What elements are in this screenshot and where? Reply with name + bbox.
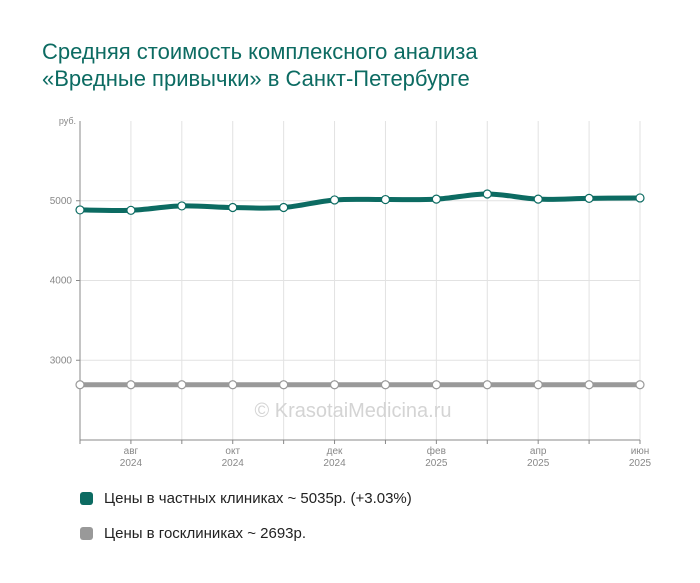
chart-title-line-1: Средняя стоимость комплексного анализа [42,39,478,64]
data-point-public [482,380,492,390]
x-tick-label-month: дек [327,446,343,457]
data-point-public [533,380,543,390]
y-axis-unit-label: руб. [59,116,76,126]
data-point-public [228,380,238,390]
legend-item-public[interactable]: Цены в госклиниках ~ 2693р. [80,525,660,542]
data-point-private [380,194,391,205]
x-tick-label-year: 2024 [222,458,245,469]
data-point-private [635,193,645,203]
data-point-public [177,380,187,390]
x-tick-label-month: фев [427,445,446,457]
data-point-private [329,195,340,205]
watermark: © KrasotaiMedicina.ru [254,400,451,422]
x-tick-label-year: 2025 [527,458,550,469]
chart-title-line-2: «Вредные привычки» в Санкт-Петербурге [42,66,470,91]
price-line-chart: 300040005000руб.авг2024окт2024дек2024фев… [50,116,652,469]
data-point-private [584,193,594,203]
data-point-private [533,194,543,204]
x-tick-label-month: окт [225,446,240,457]
legend-item-private[interactable]: Цены в частных клиниках ~ 5035р. (+3.03%… [80,490,660,507]
data-point-private [126,205,136,215]
legend-label-private: Цены в частных клиниках ~ 5035р. (+3.03%… [104,490,412,507]
data-point-private [482,189,492,199]
y-tick-label: 3000 [50,355,73,366]
legend-swatch-private [80,492,93,505]
y-tick-label: 5000 [50,196,73,207]
x-tick-label-month: июн [631,446,650,457]
x-tick-label-year: 2024 [323,458,346,469]
legend-swatch-public [80,527,93,540]
x-tick-label-year: 2024 [120,458,143,469]
series-line-private [77,191,643,214]
x-tick-label-year: 2025 [629,458,652,469]
data-point-public [279,380,289,390]
legend-label-public: Цены в госклиниках ~ 2693р. [104,525,307,542]
data-point-private [279,202,289,213]
data-point-public [380,380,391,390]
x-tick-label-month: апр [530,446,547,457]
data-point-public [431,380,441,390]
data-point-private [431,194,441,204]
data-point-private [228,202,238,213]
y-tick-label: 4000 [50,276,73,287]
data-point-public [584,380,594,390]
x-tick-label-year: 2025 [425,458,448,469]
data-point-public [126,380,136,390]
data-point-public [329,380,340,390]
data-point-private [75,205,85,215]
data-point-private [177,201,187,211]
data-point-public [75,380,85,390]
chart-title: Средняя стоимость комплексного анализа «… [42,38,662,92]
data-point-public [635,380,645,390]
x-tick-label-month: авг [124,446,139,457]
